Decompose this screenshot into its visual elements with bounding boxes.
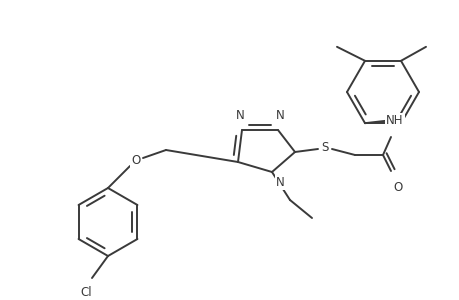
Text: O: O xyxy=(131,154,140,166)
Text: N: N xyxy=(235,109,244,122)
Text: N: N xyxy=(275,109,284,122)
Text: O: O xyxy=(392,181,401,194)
Text: N: N xyxy=(275,176,284,189)
Text: Cl: Cl xyxy=(80,286,92,299)
Text: NH: NH xyxy=(386,114,403,127)
Text: S: S xyxy=(321,140,328,154)
